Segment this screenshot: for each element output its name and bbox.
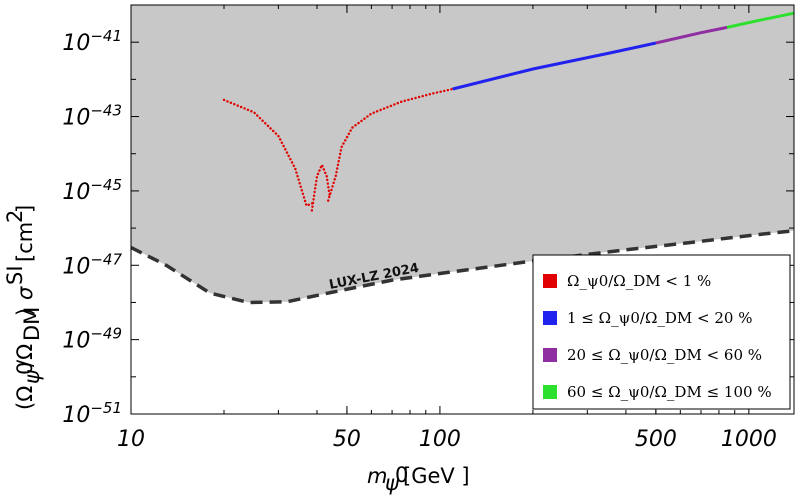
series-1-segment-2 xyxy=(310,161,331,212)
svg-text:[GeV ]: [GeV ] xyxy=(403,464,470,488)
legend-swatch xyxy=(543,311,557,325)
svg-text:0: 0 xyxy=(13,362,37,375)
svg-text:ψ: ψ xyxy=(20,369,44,384)
plot-frame xyxy=(130,4,795,415)
y-tick-label: 10−43 xyxy=(62,102,122,131)
legend-label: 20 ≤ Ω_ψ0/Ω_DM < 60 % xyxy=(567,346,762,364)
svg-text:(Ω: (Ω xyxy=(13,386,37,410)
legend-swatch xyxy=(543,385,557,399)
series-4-segment-1 xyxy=(726,11,795,29)
y-tick-label: 10−51 xyxy=(62,399,122,428)
series-1-segment-3 xyxy=(327,87,454,202)
x-tick-label: 100 xyxy=(419,427,461,452)
x-tick-label: 1000 xyxy=(721,427,777,452)
legend-label: 1 ≤ Ω_ψ0/Ω_DM < 20 % xyxy=(567,309,752,327)
x-axis-title: m ψ 0 [GeV ] xyxy=(367,463,470,495)
excluded-region xyxy=(131,5,794,303)
legend-label: Ω_ψ0/Ω_DM < 1 % xyxy=(567,272,711,290)
legend-frame xyxy=(532,254,791,410)
svg-text:[cm: [cm xyxy=(13,222,37,262)
svg-text:/Ω: /Ω xyxy=(13,344,37,367)
svg-text:]: ] xyxy=(13,205,37,213)
series-2-segment-1 xyxy=(452,41,657,91)
svg-text:): ) xyxy=(13,308,37,316)
svg-text:ψ: ψ xyxy=(385,471,400,495)
svg-text:2: 2 xyxy=(3,210,27,223)
x-tick-label: 500 xyxy=(635,427,677,452)
y-tick-label: 10−49 xyxy=(62,325,122,354)
legend: Ω_ψ0/Ω_DM < 1 % 1 ≤ Ω_ψ0/Ω_DM < 20 % 20 ≤ … xyxy=(532,254,791,410)
svg-text:DM: DM xyxy=(20,307,44,341)
svg-text:σ: σ xyxy=(13,286,37,300)
svg-text:SI: SI xyxy=(3,265,27,285)
lux-lz-limit-line xyxy=(130,228,795,305)
series-3-segment-1 xyxy=(655,25,728,45)
y-axis-title: (Ω ψ 0 /Ω DM ) σ SI [cm 2 ] xyxy=(3,205,44,410)
legend-label: 60 ≤ Ω_ψ0/Ω_DM ≤ 100 % xyxy=(567,383,772,401)
x-tick-label: 10 xyxy=(117,427,145,452)
x-tick-label: 50 xyxy=(333,427,361,452)
series-1-segment-1 xyxy=(222,98,317,208)
y-tick-label: 10−45 xyxy=(62,176,122,205)
svg-text:0: 0 xyxy=(395,463,408,487)
legend-swatch xyxy=(543,348,557,362)
y-tick-label: 10−41 xyxy=(62,27,122,56)
legend-swatch xyxy=(543,274,557,288)
y-tick-label: 10−47 xyxy=(62,250,122,279)
svg-text:m: m xyxy=(367,464,387,488)
